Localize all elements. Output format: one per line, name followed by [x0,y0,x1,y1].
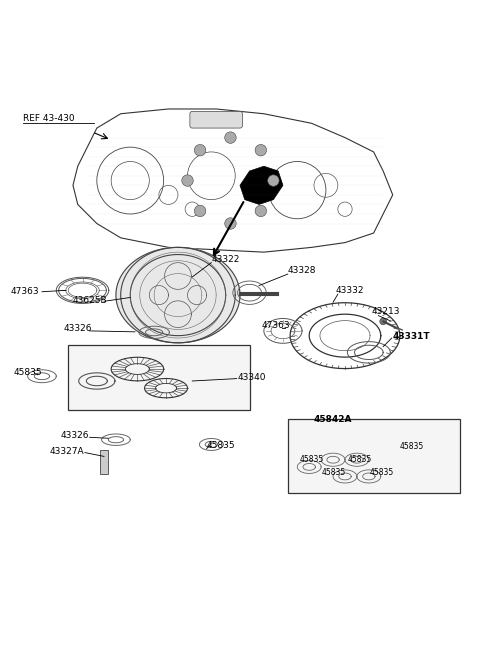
Bar [100,450,108,474]
Text: 43326: 43326 [63,325,92,333]
Text: 43326: 43326 [61,431,90,440]
Circle shape [194,205,206,217]
Text: 45835: 45835 [322,468,347,478]
Text: REF 43-430: REF 43-430 [23,114,74,123]
Text: 47363: 47363 [11,286,39,296]
PathPatch shape [240,166,283,204]
Polygon shape [116,248,240,343]
Circle shape [255,145,266,156]
Text: 45835: 45835 [348,455,372,464]
Text: 45835: 45835 [13,368,42,377]
Circle shape [255,205,266,217]
Text: 45835: 45835 [370,468,394,478]
Text: 45835: 45835 [400,442,424,451]
Text: 43213: 43213 [371,307,400,316]
Circle shape [268,175,279,187]
Text: 45835: 45835 [300,455,324,464]
Text: 43327A: 43327A [49,447,84,455]
Circle shape [225,132,236,143]
Text: 45842A: 45842A [314,415,352,424]
Text: 43625B: 43625B [73,296,108,306]
Circle shape [225,217,236,229]
FancyBboxPatch shape [190,112,242,128]
Text: 43331T: 43331T [393,332,431,341]
Text: 43322: 43322 [211,255,240,263]
Text: 43328: 43328 [288,266,316,275]
Circle shape [380,318,386,325]
Bar [68,345,250,409]
Circle shape [182,175,193,187]
Circle shape [194,145,206,156]
Text: 45835: 45835 [206,441,235,450]
Text: 47363: 47363 [262,321,290,330]
Text: 43332: 43332 [336,286,364,295]
Text: 43340: 43340 [238,373,266,382]
Bar [288,419,459,493]
